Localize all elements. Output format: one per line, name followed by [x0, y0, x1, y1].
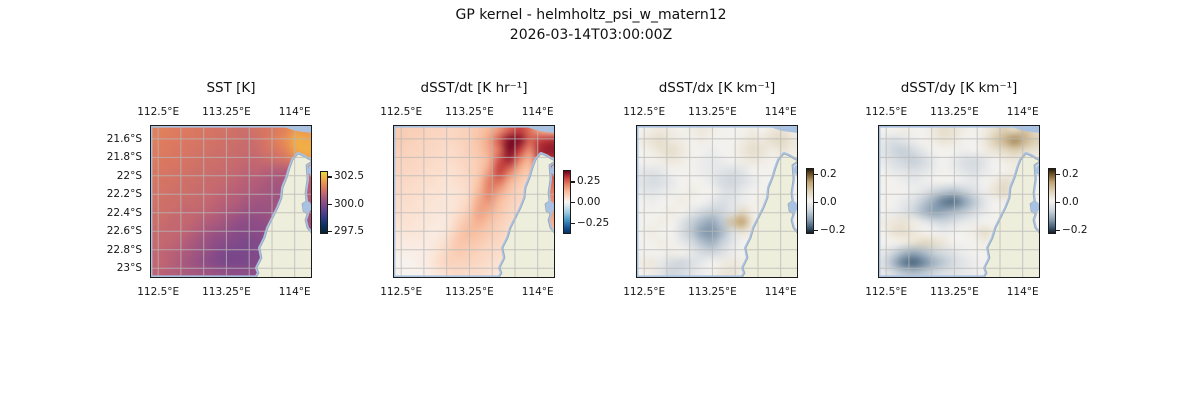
colorbar: [320, 171, 328, 234]
panel-title: SST [K]: [206, 80, 256, 96]
y-tick-label: 22.8°S: [106, 243, 142, 256]
x-tick-label: 112.5°E: [623, 286, 666, 298]
x-tick-label: 114°E: [764, 106, 797, 118]
x-tick-label: 113.25°E: [445, 286, 494, 298]
x-axis-bottom: 112.5°E 113.25°E 114°E: [380, 285, 555, 299]
y-axis-left: 21.6°S 21.8°S 22°S 22.2°S 22.4°S 22.6°S 22.8°S…: [84, 125, 142, 278]
figure-title: GP kernel - helmholtz_psi_w_matern12: [455, 7, 727, 23]
y-tick-label: 22.2°S: [106, 188, 142, 201]
colorbar-tick-label: −0.2: [820, 223, 846, 236]
colorbar-tick-label: −0.2: [1062, 223, 1088, 236]
colorbar-tick-label: 0.0: [1062, 195, 1079, 208]
colorbar-tick-label: 302.5: [334, 170, 365, 183]
figure-timestamp: 2026-03-14T03:00:00Z: [509, 27, 673, 43]
x-tick-label: 112.5°E: [137, 286, 180, 298]
x-axis-bottom: 112.5°E 113.25°E 114°E: [137, 285, 312, 299]
panel-dsst-dy: dSST/dy [K km⁻¹] 112.5°E 113.25°E 114°E 11…: [865, 80, 1087, 298]
colorbar-tick: [1056, 173, 1060, 175]
colorbar-tick: [571, 202, 575, 204]
x-axis-top: 112.5°E 113.25°E 114°E: [380, 105, 555, 119]
x-tick-label: 114°E: [764, 286, 797, 298]
x-tick-label: 112.5°E: [380, 106, 423, 118]
panel-title: dSST/dt [K hr⁻¹]: [420, 80, 528, 96]
x-tick-label: 114°E: [1006, 286, 1039, 298]
x-tick-label: 112.5°E: [623, 106, 666, 118]
colorbar-tick-label: 0.00: [577, 196, 601, 208]
colorbar-tick: [328, 230, 332, 232]
x-tick-label: 114°E: [278, 106, 311, 118]
colorbar-tick: [571, 181, 575, 183]
map-heatmap: [636, 125, 798, 278]
panel-dsst-dx: dSST/dx [K km⁻¹] 112.5°E 113.25°E 114°E 11…: [623, 80, 845, 298]
x-axis-bottom: 112.5°E 113.25°E 114°E: [623, 285, 798, 299]
colorbar: [1048, 168, 1056, 234]
x-tick-label: 113.25°E: [688, 286, 737, 298]
colorbar-tick-label: 0.0: [820, 195, 837, 208]
colorbar-tick: [814, 229, 818, 231]
colorbar-tick: [571, 222, 575, 224]
colorbar-tick-label: −0.25: [577, 216, 610, 229]
x-tick-label: 113.25°E: [202, 106, 251, 118]
colorbar: [563, 170, 571, 234]
x-tick-label: 114°E: [278, 286, 311, 298]
y-tick-label: 21.8°S: [106, 151, 142, 164]
x-tick-label: 114°E: [1006, 106, 1039, 118]
colorbar-tick: [814, 173, 818, 175]
y-tick-label: 22.4°S: [106, 206, 142, 219]
panel-dsst-dt: dSST/dt [K hr⁻¹] 112.5°E 113.25°E 114°E 11…: [380, 80, 609, 298]
x-tick-label: 114°E: [521, 286, 554, 298]
colorbar-tick: [1056, 201, 1060, 203]
colorbar-tick: [814, 201, 818, 203]
x-tick-label: 113.25°E: [202, 286, 251, 298]
colorbar-tick: [328, 176, 332, 178]
map-heatmap: [150, 125, 312, 278]
x-tick-label: 114°E: [521, 106, 554, 118]
colorbar: [806, 168, 814, 234]
x-tick-label: 112.5°E: [137, 106, 180, 118]
panel-sst: SST [K] 112.5°E 113.25°E 114°E 112.5°E 113.…: [107, 80, 364, 298]
x-tick-label: 113.25°E: [445, 106, 494, 118]
x-tick-label: 113.25°E: [930, 286, 979, 298]
x-axis-top: 112.5°E 113.25°E 114°E: [137, 105, 312, 119]
x-tick-label: 112.5°E: [865, 106, 908, 118]
colorbar-tick: [1056, 229, 1060, 231]
y-tick-label: 21.6°S: [106, 132, 142, 145]
x-tick-label: 113.25°E: [930, 106, 979, 118]
colorbar-tick-label: 0.2: [820, 167, 837, 180]
colorbar-tick-label: 0.25: [577, 175, 601, 188]
panel-title: dSST/dx [K km⁻¹]: [658, 80, 776, 96]
x-axis-top: 112.5°E 113.25°E 114°E: [623, 105, 798, 119]
x-axis-bottom: 112.5°E 113.25°E 114°E: [865, 285, 1040, 299]
colorbar-tick-label: 0.2: [1062, 167, 1079, 180]
y-tick-label: 22.6°S: [106, 225, 142, 238]
map-heatmap: [878, 125, 1040, 278]
y-tick-label: 23°S: [116, 262, 142, 275]
colorbar-tick: [328, 203, 332, 205]
x-tick-label: 112.5°E: [380, 286, 423, 298]
map-heatmap: [393, 125, 555, 278]
colorbar-tick-label: 300.0: [334, 197, 365, 210]
panel-title: dSST/dy [K km⁻¹]: [900, 80, 1018, 96]
y-tick-label: 22°S: [116, 169, 142, 182]
x-tick-label: 112.5°E: [865, 286, 908, 298]
x-tick-label: 113.25°E: [688, 106, 737, 118]
colorbar-tick-label: 297.5: [334, 224, 365, 237]
x-axis-top: 112.5°E 113.25°E 114°E: [865, 105, 1040, 119]
